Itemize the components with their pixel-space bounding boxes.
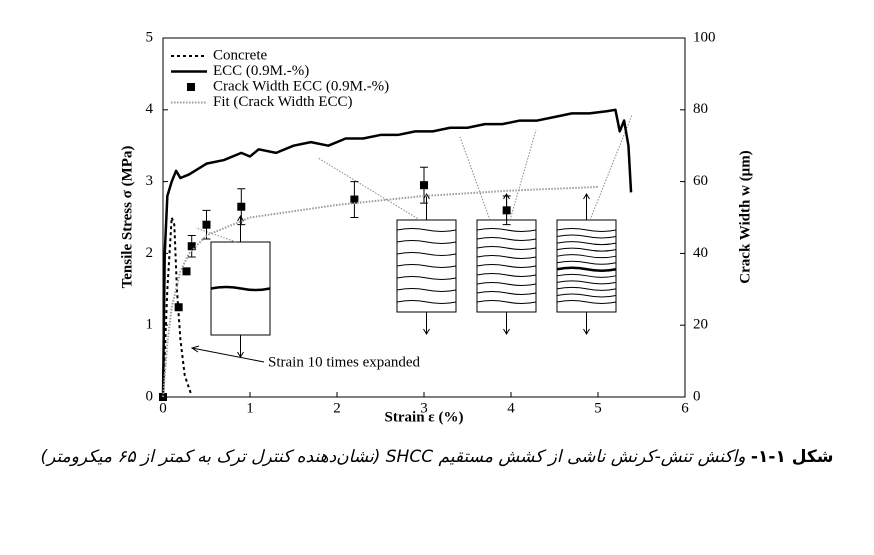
y-tick-label: 1 bbox=[146, 317, 154, 333]
crack bbox=[556, 300, 617, 304]
y2-tick-label: 60 bbox=[693, 173, 708, 189]
pointer bbox=[195, 227, 237, 243]
crack bbox=[476, 255, 537, 259]
crack-marker bbox=[350, 195, 359, 204]
arrow bbox=[423, 193, 430, 335]
y2-axis-label: Crack Width w (μm) bbox=[737, 150, 753, 283]
y-tick-label: 5 bbox=[146, 29, 154, 45]
pointer bbox=[459, 136, 491, 221]
crack bbox=[476, 291, 537, 295]
crack bbox=[476, 246, 537, 250]
x-tick-label: 3 bbox=[420, 400, 428, 416]
crack bbox=[556, 228, 617, 232]
legend-label: ECC (0.9M.-%) bbox=[213, 63, 309, 79]
crack bbox=[476, 273, 537, 277]
crack bbox=[556, 254, 617, 259]
specimen-diagrams bbox=[195, 114, 633, 358]
specimen bbox=[556, 219, 617, 313]
x-tick-label: 1 bbox=[246, 400, 254, 416]
series-line bbox=[162, 216, 192, 398]
caption-label: شکل ۱-۱- bbox=[750, 447, 834, 467]
pointer bbox=[317, 157, 421, 221]
crack bbox=[556, 266, 617, 273]
y-tick-label: 4 bbox=[146, 101, 154, 117]
crack bbox=[556, 293, 617, 298]
crack-marker bbox=[237, 202, 246, 211]
crack bbox=[476, 300, 537, 304]
crack bbox=[476, 282, 537, 286]
crack bbox=[556, 273, 617, 278]
arrow bbox=[583, 193, 590, 335]
crack bbox=[556, 286, 617, 291]
x-tick-label: 6 bbox=[681, 400, 689, 416]
legend-label: Concrete bbox=[213, 47, 267, 63]
crack bbox=[396, 288, 457, 292]
pointer bbox=[509, 129, 537, 221]
crack bbox=[210, 285, 271, 292]
y2-tick-label: 80 bbox=[693, 101, 708, 117]
crack bbox=[396, 240, 457, 244]
crack bbox=[476, 264, 537, 268]
x-tick-label: 0 bbox=[159, 400, 167, 416]
crack bbox=[556, 260, 617, 265]
crack bbox=[556, 247, 617, 252]
chart: Strain ε (%) Tensile Stress σ (MPa) Crac… bbox=[119, 29, 753, 425]
legend-marker bbox=[187, 83, 195, 91]
y-axis-label: Tensile Stress σ (MPa) bbox=[119, 146, 135, 289]
legend-label: Fit (Crack Width ECC) bbox=[213, 94, 353, 110]
crack bbox=[396, 264, 457, 268]
y-tick-label: 3 bbox=[146, 173, 154, 189]
crack bbox=[396, 276, 457, 280]
annotation-arrow bbox=[190, 345, 265, 363]
y-tick-label: 0 bbox=[146, 388, 154, 404]
crack bbox=[476, 228, 537, 232]
y2-tick-label: 0 bbox=[693, 388, 701, 404]
crack bbox=[396, 228, 457, 232]
y2-tick-label: 20 bbox=[693, 317, 708, 333]
crack-marker bbox=[502, 206, 511, 215]
caption: شکل ۱-۱- واکنش تنش-کرنش ناشی از کشش مستق… bbox=[20, 440, 854, 474]
crack-marker bbox=[174, 303, 183, 312]
crack bbox=[396, 252, 457, 256]
crack-marker bbox=[202, 220, 211, 229]
series-line bbox=[162, 185, 599, 398]
crack bbox=[556, 280, 617, 285]
crack-marker bbox=[182, 267, 191, 276]
y-tick-label: 2 bbox=[146, 245, 154, 261]
x-axis-label: Strain ε (%) bbox=[385, 409, 464, 425]
y2-tick-label: 100 bbox=[693, 29, 716, 45]
x-tick-label: 5 bbox=[594, 400, 602, 416]
crack bbox=[396, 300, 457, 304]
crack-marker bbox=[420, 181, 428, 190]
annotation: Strain 10 times expanded bbox=[268, 354, 421, 370]
caption-text: واکنش تنش-کرنش ناشی از کشش مستقیم SHCC (… bbox=[40, 447, 746, 467]
y2-tick-label: 40 bbox=[693, 245, 708, 261]
x-tick-label: 4 bbox=[507, 400, 515, 416]
series-line bbox=[161, 108, 633, 398]
crack-marker bbox=[187, 242, 196, 251]
arrow bbox=[237, 215, 244, 358]
x-tick-label: 2 bbox=[333, 400, 341, 416]
crack bbox=[556, 241, 617, 246]
crack bbox=[556, 234, 617, 239]
legend-label: Crack Width ECC (0.9M.-%) bbox=[213, 78, 389, 94]
crack bbox=[476, 237, 537, 241]
